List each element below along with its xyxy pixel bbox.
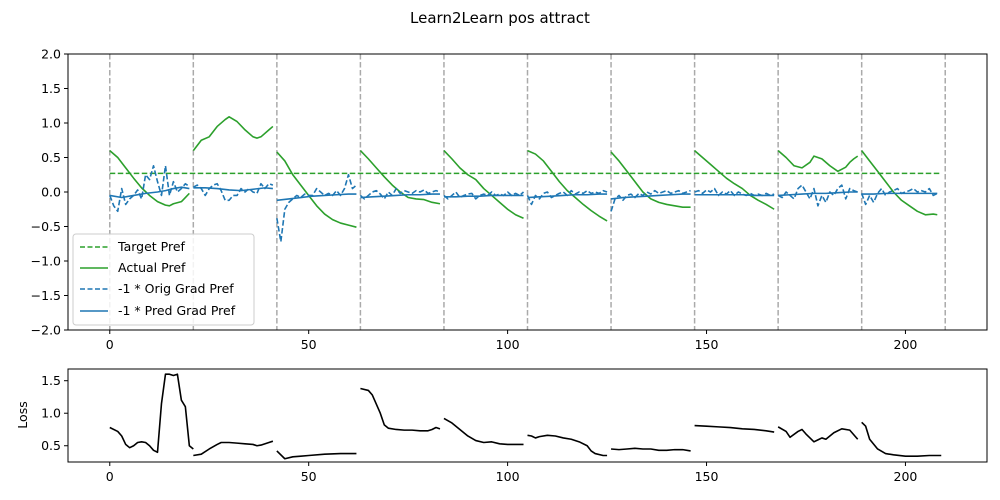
x-tick-label: 50: [301, 469, 317, 484]
legend-label-target-pref: Target Pref: [117, 239, 186, 254]
series-line-1-orig-grad-pref: [276, 173, 357, 243]
legend-label-orig-grad-pref: -1 * Orig Grad Pref: [118, 281, 234, 296]
series-line-1-orig-grad-pref: [610, 189, 691, 212]
legend-label-pred-grad-pref: -1 * Pred Grad Pref: [118, 303, 236, 318]
series-line-1-orig-grad-pref: [860, 187, 938, 206]
y-tick-label: 1.5: [41, 81, 61, 96]
series-line-1-orig-grad-pref: [443, 191, 525, 200]
series-line-actual-pref: [276, 151, 357, 228]
series-line-loss-0: [443, 417, 524, 446]
series-line-loss-0: [360, 387, 441, 432]
y-tick-label: −1.5: [31, 288, 61, 303]
y-tick-label: −1.0: [31, 254, 61, 269]
series-line-loss-0: [610, 447, 691, 452]
series-line-1-orig-grad-pref: [777, 184, 858, 207]
x-tick-label: 200: [894, 469, 918, 484]
series-line-1-orig-grad-pref: [192, 182, 274, 202]
x-tick-label: 0: [106, 337, 114, 352]
series-line-1-pred-grad-pref: [193, 187, 273, 192]
legend: Target Pref Actual Pref -1 * Orig Grad P…: [72, 233, 255, 326]
series-line-loss-0: [861, 421, 942, 457]
series-line-1-pred-grad-pref: [109, 186, 190, 199]
pref-x-axis: 0 50 100 150 200: [106, 330, 918, 352]
series-line-loss-0: [777, 426, 859, 443]
y-tick-label: 0.5: [41, 150, 61, 165]
loss-y-axis-label: Loss: [15, 401, 30, 428]
x-tick-label: 50: [301, 337, 317, 352]
loss-axes-frame: [67, 368, 988, 463]
y-tick-label: 0.5: [41, 438, 61, 453]
legend-box: [72, 233, 255, 326]
series-line-actual-pref: [443, 150, 524, 219]
series-line-1-pred-grad-pref: [610, 193, 691, 200]
x-tick-label: 200: [894, 337, 918, 352]
series-line-actual-pref: [109, 149, 190, 207]
pref-panel: −2.0 −1.5 −1.0 −0.5 0.0 0.5 1.0 1.5 2.0 0 50 100 15…: [31, 47, 988, 352]
loss-panel: 0.5 1.0 1.5 0 50 100 150 200 Loss: [15, 368, 988, 484]
y-tick-label: 1.5: [41, 373, 61, 388]
y-tick-label: 2.0: [41, 47, 61, 62]
y-tick-label: 1.0: [41, 406, 61, 421]
series-line-actual-pref: [777, 149, 859, 173]
y-tick-label: 1.0: [41, 116, 61, 131]
loss-y-axis: 0.5 1.0 1.5: [41, 373, 68, 453]
x-tick-label: 100: [496, 337, 520, 352]
loss-series-group: [109, 373, 942, 460]
series-line-actual-pref: [694, 149, 775, 210]
x-tick-label: 150: [695, 337, 719, 352]
pref-y-axis: −2.0 −1.5 −1.0 −0.5 0.0 0.5 1.0 1.5 2.0: [31, 47, 68, 338]
series-line-loss-0: [109, 373, 194, 454]
series-line-actual-pref: [192, 115, 274, 152]
series-line-actual-pref: [610, 151, 691, 208]
series-line-actual-pref: [861, 150, 938, 216]
loss-x-axis: 0 50 100 150 200: [106, 462, 918, 484]
x-tick-label: 0: [106, 469, 114, 484]
series-line-1-pred-grad-pref: [276, 193, 357, 202]
x-tick-label: 150: [695, 469, 719, 484]
y-tick-label: −2.0: [31, 323, 61, 338]
y-tick-label: −0.5: [31, 219, 61, 234]
series-line-1-pred-grad-pref: [778, 191, 858, 197]
y-tick-label: 0.0: [41, 185, 61, 200]
series-line-loss-0: [694, 424, 775, 433]
series-line-1-orig-grad-pref: [359, 187, 441, 200]
series-line-actual-pref: [359, 150, 441, 205]
series-line-loss-0: [193, 440, 274, 457]
pref-series-group: [109, 115, 942, 243]
series-line-actual-pref: [527, 149, 608, 222]
series-line-1-pred-grad-pref: [694, 193, 775, 197]
series-line-1-pred-grad-pref: [527, 193, 608, 199]
series-line-1-pred-grad-pref: [360, 193, 440, 199]
series-line-loss-0: [527, 434, 608, 457]
figure-title: Learn2Learn pos attract: [410, 9, 590, 27]
series-line-1-pred-grad-pref: [861, 192, 938, 195]
series-line-loss-0: [276, 450, 357, 460]
series-line-1-pred-grad-pref: [443, 194, 524, 198]
legend-label-actual-pref: Actual Pref: [118, 260, 186, 275]
x-tick-label: 100: [496, 469, 520, 484]
